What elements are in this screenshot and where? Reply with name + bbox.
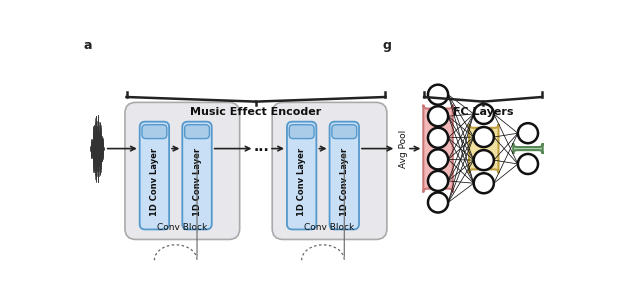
- FancyBboxPatch shape: [125, 102, 239, 240]
- Text: 1D Conv Layer: 1D Conv Layer: [193, 148, 202, 216]
- Text: Avg Pool: Avg Pool: [399, 130, 408, 168]
- FancyBboxPatch shape: [182, 122, 212, 230]
- FancyBboxPatch shape: [289, 125, 314, 139]
- Text: 1D Conv Layer: 1D Conv Layer: [150, 148, 159, 216]
- FancyBboxPatch shape: [330, 122, 359, 230]
- Circle shape: [428, 128, 448, 148]
- Circle shape: [428, 149, 448, 169]
- FancyBboxPatch shape: [184, 125, 209, 139]
- Circle shape: [428, 192, 448, 212]
- Circle shape: [474, 173, 494, 193]
- Text: a: a: [83, 39, 92, 52]
- Circle shape: [428, 171, 448, 191]
- Circle shape: [428, 106, 448, 126]
- FancyBboxPatch shape: [272, 102, 387, 240]
- Text: Conv Block: Conv Block: [305, 223, 355, 232]
- FancyBboxPatch shape: [142, 125, 167, 139]
- Circle shape: [474, 104, 494, 124]
- Text: ...: ...: [253, 140, 269, 154]
- FancyBboxPatch shape: [332, 125, 356, 139]
- Circle shape: [518, 154, 538, 174]
- Circle shape: [474, 127, 494, 147]
- Text: Music Effect Encoder: Music Effect Encoder: [190, 107, 321, 117]
- Text: Conv Block: Conv Block: [157, 223, 207, 232]
- Text: FC Layers: FC Layers: [452, 107, 513, 117]
- Circle shape: [518, 123, 538, 143]
- Text: g: g: [382, 39, 391, 52]
- FancyBboxPatch shape: [469, 124, 499, 173]
- Circle shape: [474, 150, 494, 170]
- FancyBboxPatch shape: [140, 122, 169, 230]
- Text: 1D Conv Layer: 1D Conv Layer: [340, 148, 349, 216]
- Circle shape: [428, 85, 448, 105]
- FancyBboxPatch shape: [287, 122, 316, 230]
- FancyBboxPatch shape: [513, 143, 543, 154]
- Text: 1D Conv Layer: 1D Conv Layer: [297, 148, 306, 216]
- FancyBboxPatch shape: [423, 105, 452, 192]
